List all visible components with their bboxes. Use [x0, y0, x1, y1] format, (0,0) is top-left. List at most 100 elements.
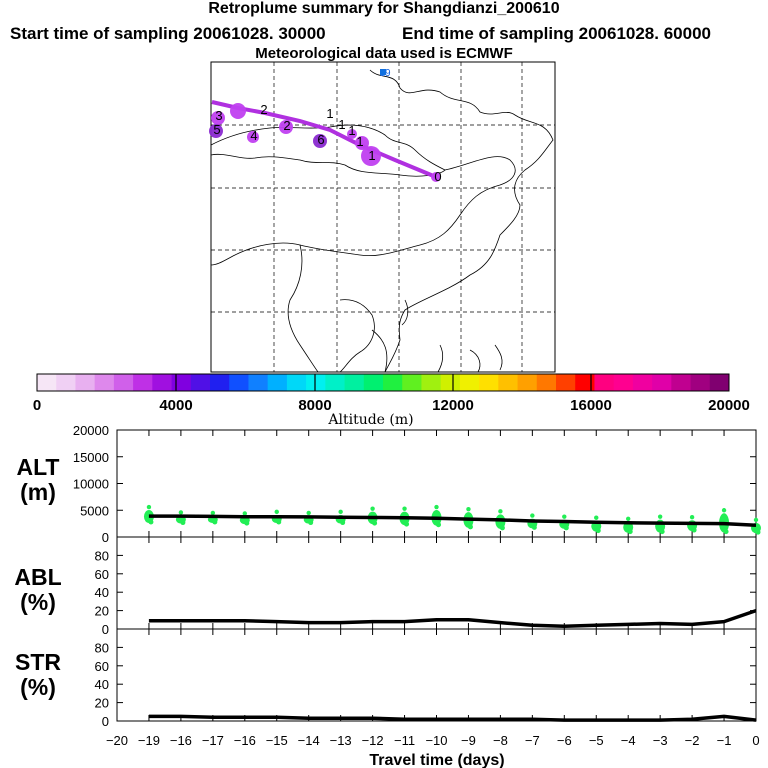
y-tick-label: 10000	[73, 477, 109, 492]
colorbar-segment	[286, 374, 307, 391]
alt-spread-bottom	[659, 529, 665, 535]
alt-panel-label: ALT (m)	[0, 455, 76, 505]
colorbar-segment	[517, 374, 538, 391]
colorbar-segment	[613, 374, 634, 391]
abl-panel: 80 60 40 20 0	[95, 536, 757, 637]
colorbar-segment	[671, 374, 691, 391]
alt-label-line2: (m)	[20, 479, 56, 505]
y-tick-label: 60	[95, 567, 109, 582]
alt-spread-top	[466, 506, 471, 512]
end-marker	[380, 69, 386, 75]
str-panel: 80 60 40 20 0	[95, 628, 757, 729]
map-label: 5	[213, 122, 220, 137]
trajectory-labels: 19211111354260	[213, 68, 441, 184]
abl-label-line1: ABL	[14, 564, 62, 590]
colorbar-segment	[690, 374, 711, 391]
x-tick-label: −17	[202, 733, 224, 748]
x-tick-label: −2	[685, 733, 700, 748]
trajectory-marker	[211, 111, 225, 125]
map-label: 1	[338, 117, 345, 132]
x-tick-label: −5	[589, 733, 604, 748]
alt-spread-top	[338, 509, 343, 515]
colorbar-segment	[383, 374, 403, 391]
alt-spread-bottom	[276, 519, 282, 525]
colorbar-segment	[113, 374, 134, 391]
x-tick-label: −1	[717, 733, 732, 748]
alt-spread-top	[146, 504, 152, 510]
x-tick-label: −12	[362, 733, 384, 748]
colorbar-segment	[133, 374, 153, 391]
y-tick-label: 15000	[73, 450, 109, 465]
map-label: 6	[317, 132, 324, 147]
colorbar-segment	[594, 374, 615, 391]
colorbar-segment	[536, 374, 557, 391]
map-label: 1	[326, 106, 333, 121]
colorbar-tick-label: 0	[33, 397, 41, 414]
alt-spread-top	[721, 508, 727, 513]
x-tick-label: −16	[170, 733, 192, 748]
alt-panel: 20000 15000 10000 5000 0	[73, 423, 761, 545]
map-label: 1	[348, 123, 355, 138]
alt-spread-bottom	[723, 529, 729, 535]
alt-spread-top	[274, 509, 279, 515]
x-tick-labels: −20 −19 −16 −17 −16 −15 −14 −13 −12 −11 −10 −9 −8 −7−…	[106, 733, 760, 748]
x-axis-label: Travel time (days)	[369, 752, 504, 768]
str-panel-label: STR (%)	[0, 650, 76, 700]
colorbar-segment	[344, 374, 365, 391]
colorbar-segment	[248, 374, 269, 391]
x-tick-label: −6	[557, 733, 572, 748]
colorbar-segment	[190, 374, 211, 391]
alt-label-line1: ALT	[16, 454, 60, 480]
alt-spread-bottom	[180, 520, 186, 526]
colorbar-segment	[94, 374, 115, 391]
colorbar-frame	[36, 373, 730, 392]
map-label: 3	[215, 108, 222, 123]
alt-spread-bottom	[563, 525, 569, 531]
y-tick-label: 40	[95, 677, 109, 692]
trajectory-marker	[209, 124, 223, 138]
alt-spread-bottom	[467, 524, 473, 530]
abl-label-line2: (%)	[20, 589, 56, 615]
map-label: 2	[260, 102, 267, 117]
trajectory-map: 19211111354260	[209, 61, 556, 373]
colorbar-segment	[632, 374, 653, 391]
alt-spread-top	[370, 506, 375, 511]
alt-spread-bottom	[627, 529, 633, 535]
alt-spread-top	[498, 509, 503, 514]
x-tick-label: −16	[234, 733, 256, 748]
str-label-line2: (%)	[20, 674, 56, 700]
alt-spread-top	[242, 511, 247, 516]
abl-frame	[116, 536, 757, 630]
alt-spread-bottom	[691, 527, 697, 533]
abl-series-line	[148, 608, 757, 628]
alt-spread-top	[210, 510, 216, 516]
colorbar-segment	[152, 374, 172, 391]
map-label: 2	[283, 118, 290, 133]
colorbar-segment	[210, 374, 230, 391]
map-label: 1	[368, 148, 375, 163]
alt-spread-top	[626, 516, 631, 522]
alt-spread-bottom	[595, 528, 601, 534]
alt-spread-bottom	[404, 521, 410, 527]
colorbar-segment	[306, 374, 326, 391]
x-tick-label: −4	[621, 733, 636, 748]
str-label-line1: STR	[15, 649, 61, 675]
alt-spread-top	[657, 514, 663, 519]
x-tick-label: −15	[266, 733, 288, 748]
map-label: 4	[250, 128, 257, 143]
colorbar-segment	[56, 374, 76, 391]
colorbar-tick-label: 20000	[708, 397, 750, 414]
x-tick-label: −19	[138, 733, 160, 748]
alt-spread-top	[434, 504, 439, 510]
y-tick-label: 80	[95, 640, 109, 655]
colorbar-segment	[652, 374, 672, 391]
colorbar-segment	[229, 374, 249, 391]
met-data-subtitle: Meteorological data used is ECMWF	[255, 45, 513, 62]
trajectory-marker	[230, 103, 246, 119]
trajectory-marker	[247, 131, 259, 143]
y-tick-label: 0	[102, 714, 109, 729]
colorbar-segment	[479, 374, 499, 391]
x-tick-label: −10	[425, 733, 447, 748]
alt-spread-bottom	[499, 525, 505, 531]
x-tick-label: 0	[752, 733, 759, 748]
